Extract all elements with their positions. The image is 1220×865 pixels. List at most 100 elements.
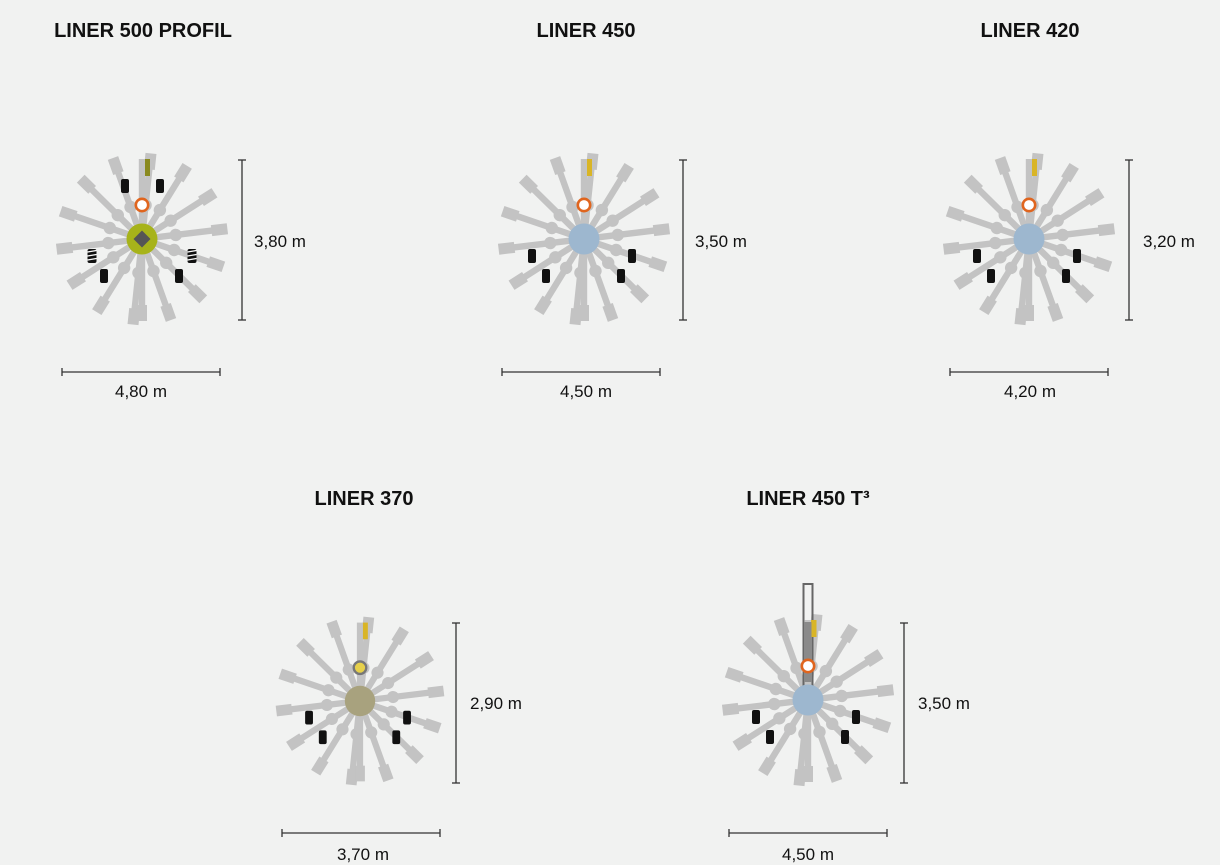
hub [1013,223,1045,255]
height-label: 3,50 m [695,232,747,251]
tine-arm [145,162,192,231]
marker-bar [145,159,150,176]
tine-arm [585,249,619,322]
tine-tip [326,619,342,639]
tine-tip [427,685,445,699]
tine-tip [1024,305,1034,321]
arm-bar [138,249,146,317]
tine-arm [549,156,583,229]
machine-title: LINER 420 [980,20,1080,42]
tine-tip [640,188,660,206]
arm-joint [826,717,839,731]
tine-tip [648,256,668,273]
arm-joint [768,697,781,711]
tine-tip [616,162,634,183]
arm-bar [356,622,364,692]
tine-arm [732,703,800,751]
tine-tip [864,649,884,667]
tine-arm [742,635,802,694]
arm-joint [117,261,131,275]
wheel [987,269,995,283]
tread [187,257,197,261]
ring-marker [352,660,368,676]
tine-arm [534,247,581,316]
hub [568,223,600,255]
arm-joint [385,705,398,718]
arm-joint [147,264,160,278]
arm-joint [124,200,137,214]
arm-joint [833,704,847,718]
rotor [497,152,671,326]
tine-tip [286,733,306,751]
wheel [841,730,849,744]
arm-joint [1047,256,1060,270]
arm-joint [559,261,573,275]
tine-tip [758,756,776,777]
tine-tip [275,703,293,717]
machine-title: LINER 450 T³ [746,488,870,510]
arm-bar [804,710,812,778]
arm-joint [164,214,177,227]
tine-tip [569,308,583,326]
arm-joint [773,712,786,725]
arm-joint [989,236,1002,250]
wheel [100,269,108,283]
tine-arm [143,249,177,322]
tine-tip [854,745,874,765]
tine-arm [371,685,445,704]
tine-tip [1097,223,1116,237]
marker-bar [811,620,817,637]
tread [87,257,97,261]
tine-tip [210,223,229,237]
arm-joint [365,726,378,739]
wheel [305,710,313,725]
arm-joint [611,228,624,242]
tine-tip [414,651,434,669]
ring-marker [800,658,816,674]
rotor-liner-450 [497,152,687,376]
tine-tip [994,156,1011,175]
wheel [156,179,164,193]
tine-tip [803,766,813,782]
tine-arm [296,638,354,695]
arm-joint [107,251,120,264]
tine-arm [811,623,858,692]
tine-tip [92,295,110,316]
arm-joint [783,722,797,736]
ring-marker [1021,197,1037,213]
width-label: 4,50 m [782,845,834,864]
marker-bar [362,622,368,640]
tine-tip [66,272,86,290]
tine-tip [732,733,752,751]
tine-tip [534,295,552,316]
tine-tip [508,272,528,290]
tine-arm [150,188,218,236]
wheel [1073,249,1081,263]
hub [344,685,376,717]
tine-arm [107,156,141,229]
arm-joint [377,718,390,731]
tine-arm [592,188,660,236]
arm-bar [580,159,588,229]
rotor-liner-420 [942,152,1133,376]
tine-arm [953,242,1021,290]
arm-joint [994,251,1007,264]
arm-joint [790,661,803,675]
arm-bar [580,249,588,317]
width-label: 4,80 m [115,382,167,401]
tine-tip [58,205,78,222]
tine-tip [742,635,762,655]
tine-tip [953,272,973,290]
tine-arm [724,666,798,700]
tine-tip [840,623,858,644]
tine-tip [107,156,124,175]
rotor-liner-370 [275,616,460,837]
arm-joint [325,712,338,726]
arm-bar [1025,249,1033,317]
machine-title: LINER 500 PROFIL [54,20,232,42]
tine-arm [721,697,797,716]
tine-tip [963,174,983,194]
tine-tip [188,284,208,304]
tine-arm [361,711,394,783]
